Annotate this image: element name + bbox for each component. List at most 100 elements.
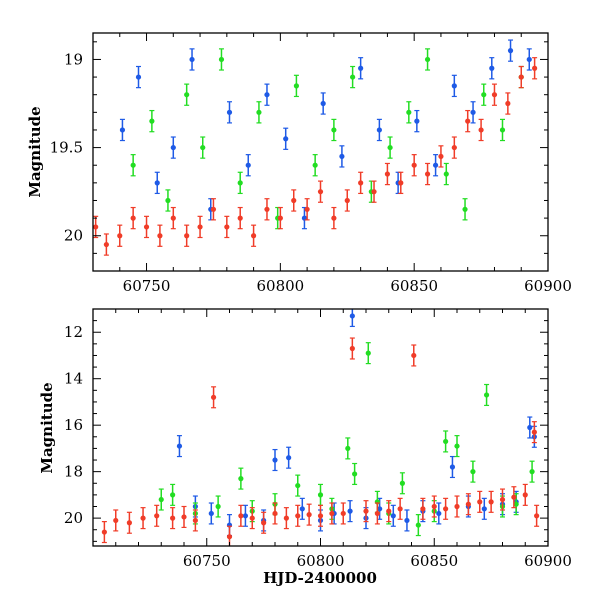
bottom-data-point	[399, 480, 405, 486]
bottom-data-point	[349, 345, 355, 352]
top-data-point	[424, 56, 431, 63]
top-data-point	[165, 197, 171, 204]
bottom-data-point	[365, 350, 371, 356]
top-data-point	[304, 206, 310, 212]
bottom-panel: 60750 60800 60850 60900 12 14 16 18 20	[64, 308, 572, 570]
bottom-x-tick-label: 60900	[524, 552, 572, 570]
bottom-data-point	[238, 476, 244, 482]
bottom-data-point	[527, 424, 533, 431]
bottom-y-tick-label: 14	[64, 370, 83, 388]
top-data-point	[135, 74, 142, 80]
top-data-point	[245, 162, 251, 168]
bottom-data-point	[454, 443, 460, 449]
bottom-data-point	[411, 352, 417, 359]
bottom-x-tick-label: 60800	[297, 552, 345, 570]
bottom-data-point	[286, 455, 292, 461]
bottom-data-point	[170, 515, 176, 521]
top-data-point	[200, 144, 206, 151]
top-data-point	[532, 65, 538, 71]
bottom-series-3	[101, 337, 540, 546]
top-data-point	[481, 92, 487, 98]
bottom-data-point	[113, 517, 119, 524]
top-data-point	[331, 127, 337, 133]
bottom-data-point	[522, 492, 528, 498]
top-data-point	[387, 144, 393, 151]
top-data-point	[438, 153, 444, 160]
bottom-x-axis-label: HJD-2400000	[263, 569, 377, 587]
top-y-axis-label: Magnitude	[26, 106, 44, 197]
bottom-series-2	[158, 342, 535, 537]
bottom-data-point	[181, 514, 187, 520]
bottom-data-point	[431, 503, 437, 510]
top-data-point	[197, 224, 203, 230]
bottom-data-point	[126, 520, 132, 526]
top-data-point	[443, 171, 449, 177]
top-data-point	[317, 189, 324, 195]
bottom-y-tick-label: 12	[64, 323, 83, 341]
bottom-x-tick-label: 60850	[410, 552, 458, 570]
top-data-point	[358, 180, 364, 186]
top-data-point	[184, 233, 190, 239]
bottom-data-point	[170, 492, 176, 498]
top-data-point	[264, 92, 270, 98]
bottom-data-point	[420, 506, 426, 512]
bottom-data-point	[242, 513, 249, 519]
bottom-y-axis-label: Magnitude	[38, 382, 56, 473]
top-data-point	[277, 215, 283, 221]
bottom-data-point	[306, 512, 312, 518]
top-data-point	[291, 197, 297, 204]
bottom-data-point	[415, 522, 421, 528]
top-y-tick-label: 19.5	[50, 139, 83, 157]
bottom-data-point	[140, 515, 146, 521]
top-data-point	[432, 162, 439, 168]
bottom-data-point	[499, 496, 506, 503]
bottom-plot-area	[101, 309, 540, 546]
bottom-data-point	[477, 499, 483, 505]
bottom-data-point	[176, 443, 183, 449]
bottom-data-point	[481, 506, 487, 512]
top-x-tick-label: 60900	[524, 277, 572, 295]
bottom-data-point	[226, 534, 233, 540]
bottom-data-point	[449, 464, 456, 470]
top-data-point	[505, 100, 511, 107]
bottom-data-point	[272, 457, 278, 463]
bottom-data-point	[347, 508, 353, 514]
bottom-data-point	[404, 517, 410, 524]
bottom-data-point	[488, 499, 494, 505]
bottom-data-point	[261, 520, 267, 526]
top-data-point	[189, 56, 195, 63]
top-data-point	[507, 48, 514, 54]
top-y-tick-label: 20	[64, 227, 83, 245]
top-data-point	[384, 171, 391, 177]
top-x-tick-label: 60800	[256, 277, 304, 295]
top-data-point	[130, 162, 136, 168]
top-x-tick-label: 60750	[123, 277, 171, 295]
top-data-point	[398, 180, 404, 186]
top-data-point	[406, 109, 412, 115]
top-data-point	[489, 65, 495, 71]
bottom-data-point	[397, 506, 403, 512]
bottom-data-point	[329, 510, 335, 517]
bottom-data-point	[465, 501, 471, 507]
bottom-data-point	[436, 510, 442, 517]
top-data-point	[143, 224, 150, 230]
top-data-point	[414, 118, 420, 124]
top-data-point	[451, 144, 457, 151]
top-data-point	[371, 189, 377, 195]
bottom-data-point	[210, 394, 217, 400]
top-data-point	[462, 206, 468, 212]
top-data-point	[226, 109, 233, 115]
top-data-point	[119, 127, 126, 133]
top-data-point	[465, 118, 471, 124]
top-data-point	[149, 118, 155, 124]
top-data-point	[237, 180, 243, 186]
top-data-point	[499, 127, 506, 133]
bottom-data-point	[386, 508, 392, 514]
bottom-data-point	[283, 515, 289, 521]
top-data-point	[331, 215, 337, 221]
top-data-point	[93, 224, 99, 230]
bottom-data-point	[377, 506, 383, 512]
top-data-point	[283, 136, 289, 142]
top-data-point	[350, 74, 356, 80]
